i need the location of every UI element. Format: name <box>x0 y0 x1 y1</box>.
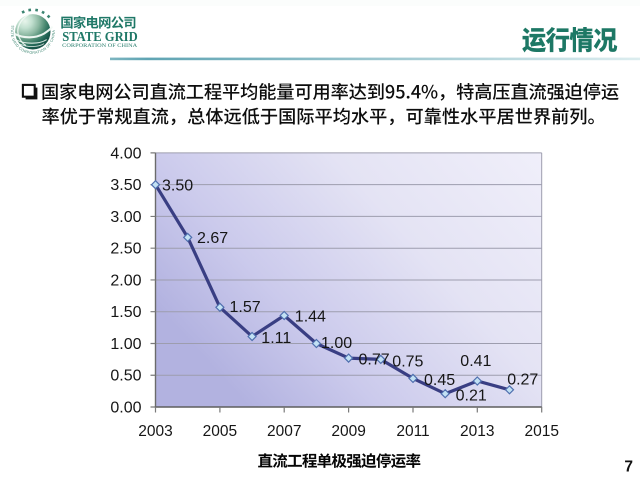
svg-text:2.50: 2.50 <box>110 241 141 258</box>
svg-text:0.45: 0.45 <box>424 372 455 389</box>
svg-text:1.11: 1.11 <box>261 330 291 347</box>
svg-text:1.57: 1.57 <box>230 299 261 316</box>
svg-text:0.27: 0.27 <box>507 372 538 389</box>
svg-text:4.00: 4.00 <box>110 145 141 162</box>
svg-text:STATE GRID: STATE GRID <box>62 30 138 45</box>
svg-text:1.44: 1.44 <box>295 308 326 325</box>
svg-text:3.50: 3.50 <box>110 177 141 194</box>
svg-text:3.00: 3.00 <box>110 209 141 226</box>
svg-text:1.00: 1.00 <box>110 336 141 353</box>
svg-text:CORPORATION OF CHINA: CORPORATION OF CHINA <box>62 43 137 49</box>
svg-text:0.50: 0.50 <box>110 368 141 385</box>
svg-text:1.00: 1.00 <box>321 335 352 352</box>
svg-text:0.41: 0.41 <box>460 353 491 370</box>
svg-text:2015: 2015 <box>524 423 558 440</box>
svg-text:2.00: 2.00 <box>110 272 141 289</box>
svg-text:1.50: 1.50 <box>110 304 141 321</box>
svg-text:7: 7 <box>624 459 633 476</box>
svg-text:0.00: 0.00 <box>110 400 141 417</box>
svg-text:2.67: 2.67 <box>197 230 228 247</box>
svg-text:0.21: 0.21 <box>456 387 487 404</box>
svg-text:2005: 2005 <box>203 423 237 440</box>
svg-text:0.77: 0.77 <box>359 351 390 368</box>
svg-text:2011: 2011 <box>396 423 429 440</box>
svg-text:2009: 2009 <box>331 423 365 440</box>
svg-text:0.75: 0.75 <box>392 354 423 371</box>
svg-text:2007: 2007 <box>267 423 301 440</box>
svg-text:2013: 2013 <box>460 423 494 440</box>
svg-text:2003: 2003 <box>138 423 172 440</box>
svg-text:3.50: 3.50 <box>162 178 193 195</box>
